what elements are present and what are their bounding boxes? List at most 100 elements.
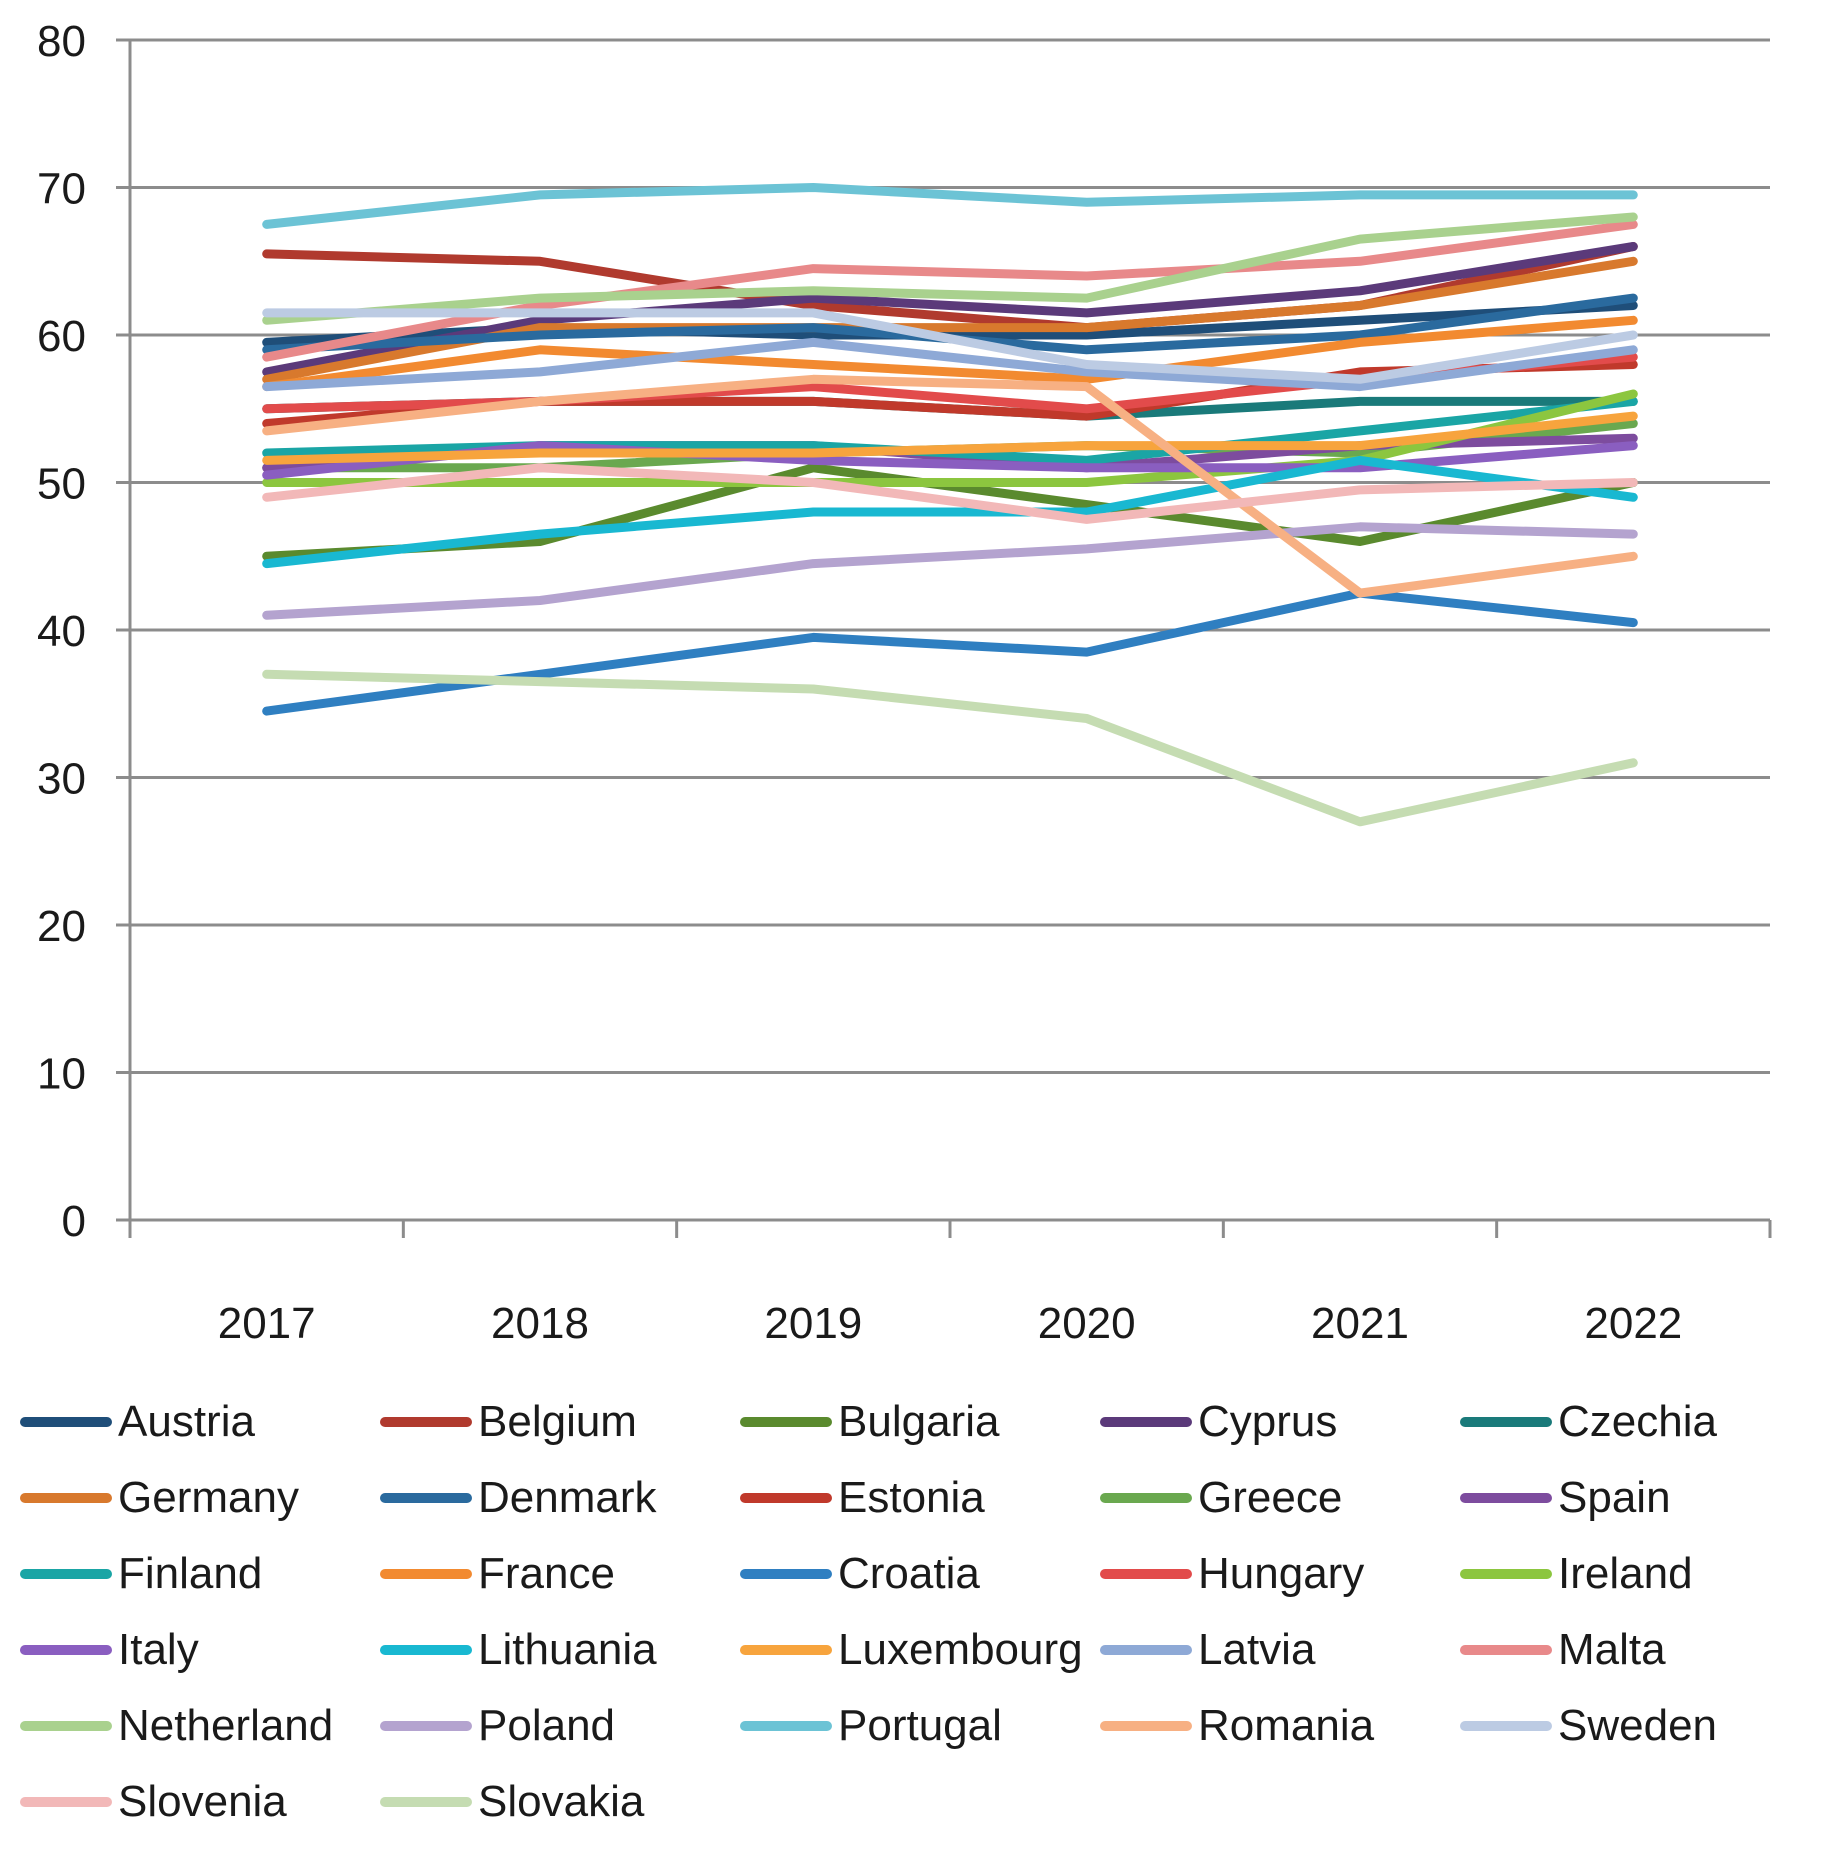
legend-swatch: [1460, 1493, 1552, 1503]
legend-swatch: [740, 1721, 832, 1731]
legend-item-bulgaria: Bulgaria: [740, 1385, 1100, 1459]
series-line-slovenia: [262, 463, 1638, 524]
legend-swatch: [20, 1569, 112, 1579]
legend-item-portugal: Portugal: [740, 1689, 1100, 1763]
series-line-france: [262, 315, 1638, 392]
legend-label: Malta: [1558, 1625, 1666, 1674]
series-line-cyprus: [262, 242, 1638, 377]
legend-item-slovakia: Slovakia: [380, 1765, 740, 1839]
x-axis-tick-labels: 2017 2018 2019 2020 2021 2022: [218, 1299, 1683, 1348]
legend-label: Luxembourg: [838, 1625, 1083, 1674]
legend-label: Slovenia: [118, 1777, 287, 1826]
legend-item-slovenia: Slovenia: [20, 1765, 380, 1839]
legend-swatch: [20, 1645, 112, 1655]
legend-label: Denmark: [478, 1473, 657, 1522]
series-line-ireland: [262, 389, 1638, 487]
y-tick-label: 30: [37, 755, 86, 804]
legend-label: Latvia: [1198, 1625, 1316, 1674]
legend-item-netherland: Netherland: [20, 1689, 380, 1763]
y-tick-label: 60: [37, 312, 86, 361]
legend-item-sweden: Sweden: [1460, 1689, 1820, 1763]
legend-swatch: [1100, 1493, 1192, 1503]
series-line-latvia: [262, 337, 1638, 392]
x-tick-label-2020: 2020: [1038, 1299, 1136, 1348]
legend-label: Romania: [1198, 1701, 1375, 1750]
y-tick-label: 70: [37, 165, 86, 214]
legend-item-czechia: Czechia: [1460, 1385, 1820, 1459]
series-line-luxembourg: [262, 411, 1638, 465]
legend-swatch: [740, 1569, 832, 1579]
x-tick-label-2017: 2017: [218, 1299, 316, 1348]
legend-swatch: [740, 1417, 832, 1427]
y-tick-label: 0: [62, 1197, 86, 1246]
legend-item-ireland: Ireland: [1460, 1537, 1820, 1611]
legend-swatch: [20, 1797, 112, 1807]
x-tick-label-2019: 2019: [764, 1299, 862, 1348]
legend-swatch: [20, 1721, 112, 1731]
legend-label: Greece: [1198, 1473, 1343, 1522]
legend-swatch: [380, 1569, 472, 1579]
legend-swatch: [380, 1493, 472, 1503]
y-tick-label: 40: [37, 607, 86, 656]
series-line-poland: [262, 522, 1638, 620]
legend-swatch: [1100, 1721, 1192, 1731]
legend-label: Spain: [1558, 1473, 1671, 1522]
series-line-croatia: [262, 588, 1638, 716]
legend-swatch: [1100, 1645, 1192, 1655]
series-lines: [262, 183, 1638, 827]
legend-item-germany: Germany: [20, 1461, 380, 1535]
legend-item-latvia: Latvia: [1100, 1613, 1460, 1687]
legend: Austria Belgium Bulgaria Cyprus Czechia Germa…: [20, 1385, 1820, 1839]
legend-item-hungary: Hungary: [1100, 1537, 1460, 1611]
legend-item-estonia: Estonia: [740, 1461, 1100, 1535]
legend-label: Croatia: [838, 1549, 980, 1598]
legend-item-luxembourg: Luxembourg: [740, 1613, 1100, 1687]
legend-item-austria: Austria: [20, 1385, 380, 1459]
legend-item-greece: Greece: [1100, 1461, 1460, 1535]
legend-label: Estonia: [838, 1473, 985, 1522]
legend-label: Cyprus: [1198, 1397, 1338, 1446]
legend-swatch: [1460, 1569, 1552, 1579]
legend-swatch: [1100, 1417, 1192, 1427]
legend-label: Poland: [478, 1701, 616, 1750]
legend-label: Italy: [118, 1625, 199, 1674]
series-line-romania: [262, 374, 1638, 598]
legend-item-malta: Malta: [1460, 1613, 1820, 1687]
y-axis-tick-labels: 0 10 20 30 40 50 60 70 80: [37, 17, 86, 1246]
series-line-sweden: [262, 308, 1638, 384]
legend-swatch: [380, 1797, 472, 1807]
legend-label: France: [478, 1549, 615, 1598]
legend-swatch: [380, 1417, 472, 1427]
legend-item-poland: Poland: [380, 1689, 740, 1763]
legend-label: Lithuania: [478, 1625, 657, 1674]
legend-label: Bulgaria: [838, 1397, 1000, 1446]
legend-label: Ireland: [1558, 1549, 1693, 1598]
legend-swatch: [1460, 1645, 1552, 1655]
legend-swatch: [740, 1645, 832, 1655]
legend-swatch: [740, 1493, 832, 1503]
legend-swatch: [380, 1721, 472, 1731]
legend-item-lithuania: Lithuania: [380, 1613, 740, 1687]
y-tick-label: 20: [37, 902, 86, 951]
legend-swatch: [1460, 1721, 1552, 1731]
legend-swatch: [20, 1493, 112, 1503]
legend-label: Austria: [118, 1397, 255, 1446]
legend-label: Sweden: [1558, 1701, 1718, 1750]
legend-item-spain: Spain: [1460, 1461, 1820, 1535]
legend-label: Portugal: [838, 1701, 1002, 1750]
legend-item-denmark: Denmark: [380, 1461, 740, 1535]
series-line-lithuania: [262, 455, 1638, 569]
legend-swatch: [20, 1417, 112, 1427]
legend-label: Germany: [118, 1473, 299, 1522]
legend-label: Netherland: [118, 1701, 334, 1750]
x-tick-label-2018: 2018: [491, 1299, 589, 1348]
series-line-netherland: [262, 212, 1638, 325]
legend-item-italy: Italy: [20, 1613, 380, 1687]
legend-label: Belgium: [478, 1397, 637, 1446]
x-tick-label-2022: 2022: [1584, 1299, 1682, 1348]
legend-item-finland: Finland: [20, 1537, 380, 1611]
y-tick-label: 50: [37, 460, 86, 509]
y-tick-label: 80: [37, 17, 86, 66]
series-line-slovakia: [262, 669, 1638, 827]
